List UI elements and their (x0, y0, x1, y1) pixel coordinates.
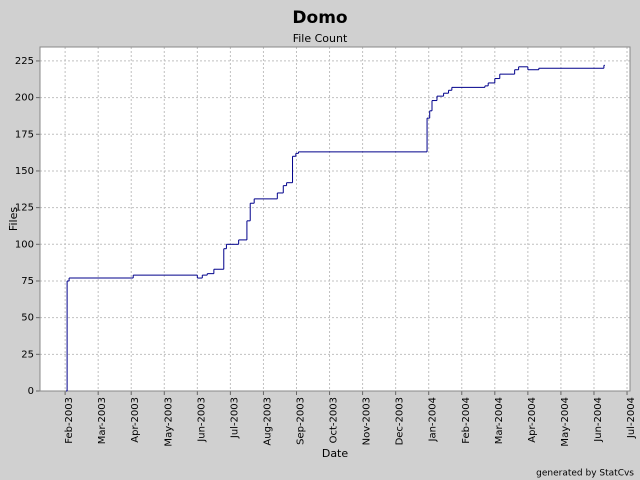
x-tick-label: Aug-2003 (262, 397, 273, 446)
x-tick-label: May-2004 (560, 397, 571, 447)
footer: generated by StatCvs (536, 469, 634, 479)
y-tick-label: 25 (21, 349, 34, 360)
y-tick-label: 225 (15, 56, 34, 67)
x-tick-label: Feb-2003 (64, 397, 75, 444)
plot-area (40, 47, 630, 391)
y-tick-label: 0 (28, 386, 34, 397)
x-tick-label: Nov-2003 (362, 397, 373, 445)
y-tick-label: 75 (21, 276, 34, 287)
x-tick-label: Apr-2004 (527, 397, 538, 443)
plot-border (39, 46, 631, 392)
y-tick-label: 50 (21, 313, 34, 324)
x-tick-label: Mar-2004 (494, 397, 505, 444)
x-axis-label: Date (322, 447, 349, 460)
x-tick-label: Oct-2003 (329, 397, 340, 443)
x-tick-label: Jul-2004 (626, 397, 637, 439)
y-axis-label: Files (7, 207, 20, 231)
x-tick-label: Apr-2003 (130, 397, 141, 443)
y-tick-label: 150 (15, 166, 34, 177)
chart-subtitle: File Count (293, 32, 348, 45)
x-tick-label: Jun-2003 (196, 397, 207, 443)
x-tick-label: Feb-2004 (461, 397, 472, 444)
x-tick-label: Jul-2003 (229, 397, 240, 439)
x-tick-label: Jan-2004 (428, 397, 439, 442)
y-tick-label: 125 (15, 203, 34, 214)
x-tick-label: Mar-2003 (97, 397, 108, 444)
chart-title: Domo (292, 8, 347, 28)
y-tick-label: 100 (15, 239, 34, 250)
x-tick-label: Sep-2003 (295, 397, 306, 445)
x-tick-label: Dec-2003 (395, 397, 406, 445)
y-tick-label: 175 (15, 129, 34, 140)
x-tick-label: May-2003 (163, 397, 174, 447)
x-tick-label: Jun-2004 (593, 397, 604, 443)
y-tick-label: 200 (15, 93, 34, 104)
